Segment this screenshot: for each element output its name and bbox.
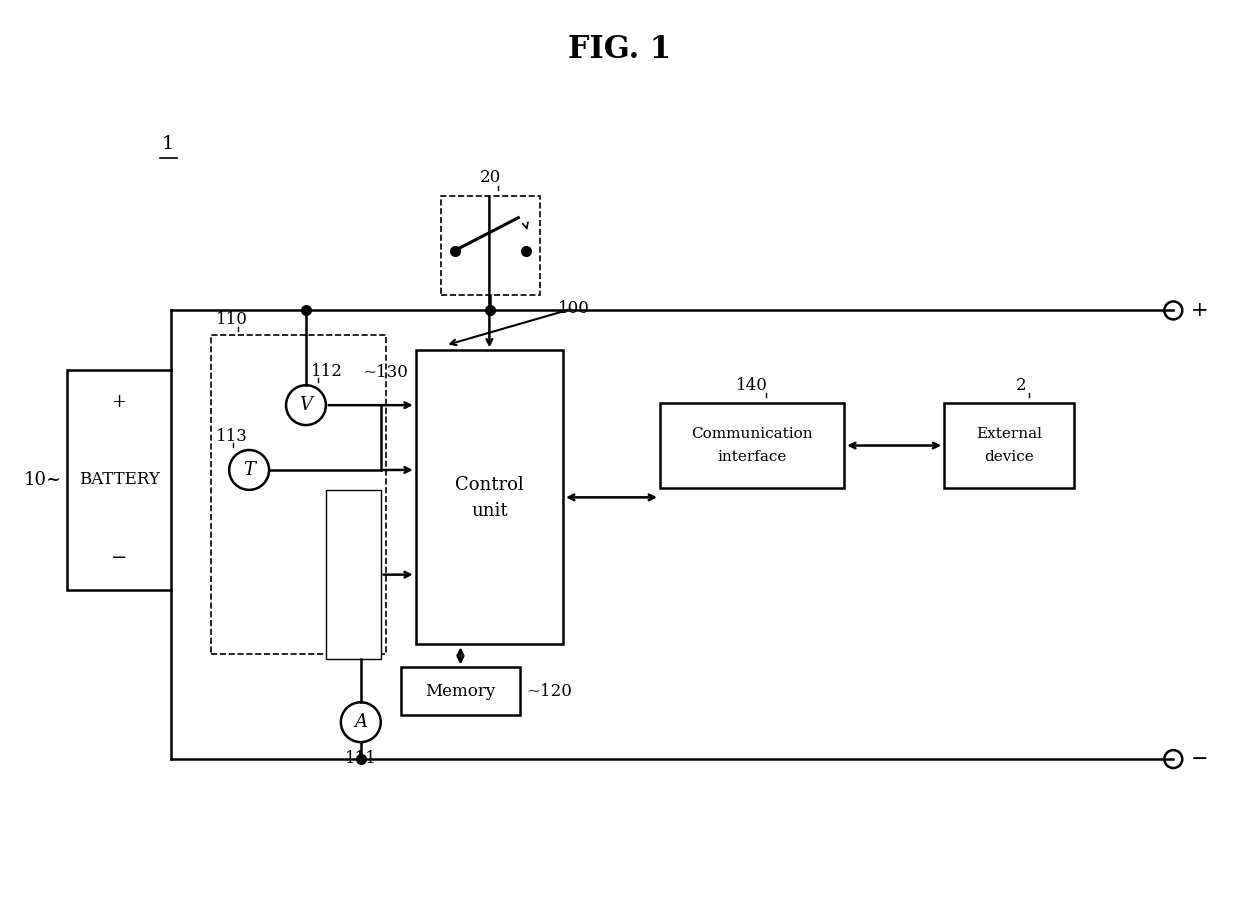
Text: −: −: [1192, 750, 1209, 769]
Text: 10~: 10~: [24, 471, 62, 489]
Text: Communication: Communication: [691, 426, 813, 441]
FancyBboxPatch shape: [440, 195, 541, 295]
FancyBboxPatch shape: [401, 667, 521, 715]
Text: Control: Control: [455, 476, 523, 494]
Text: BATTERY: BATTERY: [78, 472, 160, 488]
Text: unit: unit: [471, 503, 507, 520]
Text: 20: 20: [480, 169, 501, 186]
Text: Memory: Memory: [425, 683, 496, 700]
Text: External: External: [976, 426, 1042, 441]
Text: 113: 113: [216, 427, 248, 445]
FancyBboxPatch shape: [211, 335, 386, 654]
FancyBboxPatch shape: [944, 404, 1074, 488]
Text: FIG. 1: FIG. 1: [568, 34, 672, 65]
Text: −: −: [110, 549, 128, 566]
Text: device: device: [983, 451, 1034, 464]
Text: V: V: [300, 396, 312, 415]
Text: 110: 110: [216, 311, 248, 328]
Text: 100: 100: [558, 300, 590, 317]
FancyBboxPatch shape: [415, 350, 563, 644]
FancyBboxPatch shape: [67, 370, 171, 590]
FancyBboxPatch shape: [660, 404, 844, 488]
Text: 140: 140: [737, 376, 768, 394]
Text: ~120: ~120: [526, 683, 572, 700]
Text: ~130: ~130: [362, 364, 408, 381]
Text: 2: 2: [1016, 376, 1025, 394]
Text: 111: 111: [345, 750, 377, 766]
Text: T: T: [243, 461, 255, 479]
Text: 112: 112: [311, 363, 342, 380]
Text: A: A: [355, 714, 367, 731]
Text: +: +: [112, 394, 126, 411]
Text: 1: 1: [161, 135, 174, 153]
Text: interface: interface: [718, 451, 787, 464]
FancyBboxPatch shape: [326, 490, 381, 659]
Text: +: +: [1192, 301, 1209, 320]
